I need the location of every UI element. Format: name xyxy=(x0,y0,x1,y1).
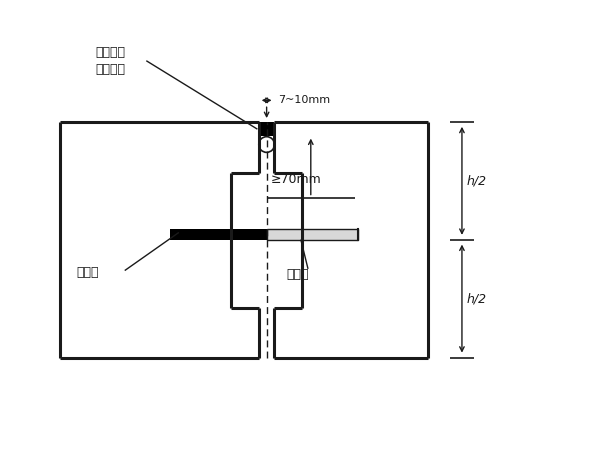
Text: h/2: h/2 xyxy=(467,292,487,305)
Text: 灌填缝料: 灌填缝料 xyxy=(96,46,126,59)
Text: ≥70mm: ≥70mm xyxy=(271,173,322,186)
Text: h/2: h/2 xyxy=(467,174,487,187)
Bar xyxy=(266,230,358,240)
Text: 涂氥青: 涂氥青 xyxy=(76,266,99,279)
Text: 背衬帪条: 背衬帪条 xyxy=(96,63,126,76)
Text: 7~10mm: 7~10mm xyxy=(278,95,331,105)
Bar xyxy=(259,122,274,136)
Text: 传力杆: 传力杆 xyxy=(286,268,309,280)
Circle shape xyxy=(259,137,274,153)
Bar xyxy=(170,230,266,240)
